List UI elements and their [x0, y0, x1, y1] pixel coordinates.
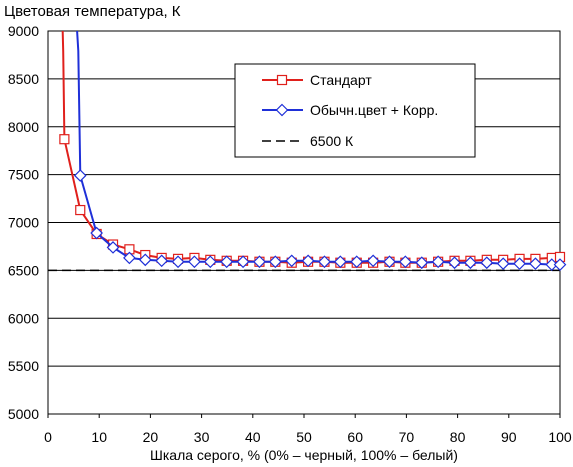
y-tick-label: 8500 [8, 71, 39, 87]
data-point [75, 204, 86, 216]
data-point [399, 255, 412, 269]
series-group [48, 31, 567, 272]
x-tick-label: 40 [245, 429, 261, 445]
data-point [431, 255, 445, 269]
x-tick-label: 100 [548, 429, 572, 445]
data-point [106, 241, 120, 254]
y-tick-labels: 5000 5500 6000 6500 7000 7500 8000 8500 9000 [8, 23, 39, 422]
x-tick-label: 60 [347, 429, 363, 445]
legend-label: 6500 К [310, 133, 354, 149]
data-point [220, 255, 234, 269]
y-tick-label: 5000 [8, 406, 39, 422]
y-tick-label: 9000 [8, 23, 39, 39]
data-point [529, 257, 542, 271]
data-point [366, 254, 380, 268]
data-point [513, 257, 526, 271]
data-point [59, 134, 70, 145]
series-line [61, 31, 560, 264]
y-tick-label: 7500 [8, 167, 39, 183]
data-point [138, 253, 152, 267]
chart-title: Цветовая температура, К [4, 3, 181, 20]
data-point [318, 255, 331, 269]
data-point [553, 258, 567, 271]
legend-marker [275, 103, 289, 117]
data-point [301, 254, 315, 268]
data-point [496, 257, 510, 271]
legend: Стандарт Обычн.цвет + Корр. 6500 К [234, 63, 476, 158]
x-tick-labels: 0 10 20 30 40 50 60 70 80 90 100 [44, 414, 572, 445]
data-point [73, 169, 87, 182]
data-point [448, 256, 461, 270]
x-axis-label: Шкала серого, % (0% – черный, 100% – бел… [150, 447, 458, 463]
data-point [123, 251, 136, 265]
data-point [188, 255, 201, 269]
data-point [171, 255, 185, 269]
data-point [236, 255, 250, 269]
data-point [203, 255, 217, 269]
data-point [415, 256, 429, 270]
data-point [334, 255, 347, 269]
data-point [464, 256, 477, 270]
y-tick-label: 6000 [8, 310, 39, 326]
x-tick-label: 50 [296, 429, 312, 445]
plot-area-frame [47, 30, 561, 415]
data-point [253, 255, 266, 269]
data-point [155, 254, 169, 268]
data-point [545, 258, 559, 271]
y-tick-label: 7000 [8, 215, 39, 231]
x-tick-label: 0 [44, 429, 52, 445]
x-tick-label: 90 [501, 429, 517, 445]
legend-marker [276, 74, 288, 86]
series-0 [61, 31, 560, 264]
legend-label: Обычн.цвет + Корр. [310, 102, 438, 118]
y-tick-label: 8000 [8, 119, 39, 135]
x-tick-label: 20 [143, 429, 159, 445]
data-point [480, 256, 494, 270]
y-tick-label: 5500 [8, 358, 39, 374]
x-tick-label: 10 [91, 429, 107, 445]
x-tick-label: 70 [399, 429, 415, 445]
data-point [268, 255, 282, 269]
data-point [350, 255, 364, 269]
data-point [90, 226, 103, 240]
data-point [383, 255, 396, 269]
legend-label: Стандарт [310, 72, 372, 88]
data-point [285, 254, 299, 268]
y-tick-label: 6500 [8, 262, 39, 278]
x-tick-label: 80 [450, 429, 466, 445]
x-tick-label: 30 [194, 429, 210, 445]
